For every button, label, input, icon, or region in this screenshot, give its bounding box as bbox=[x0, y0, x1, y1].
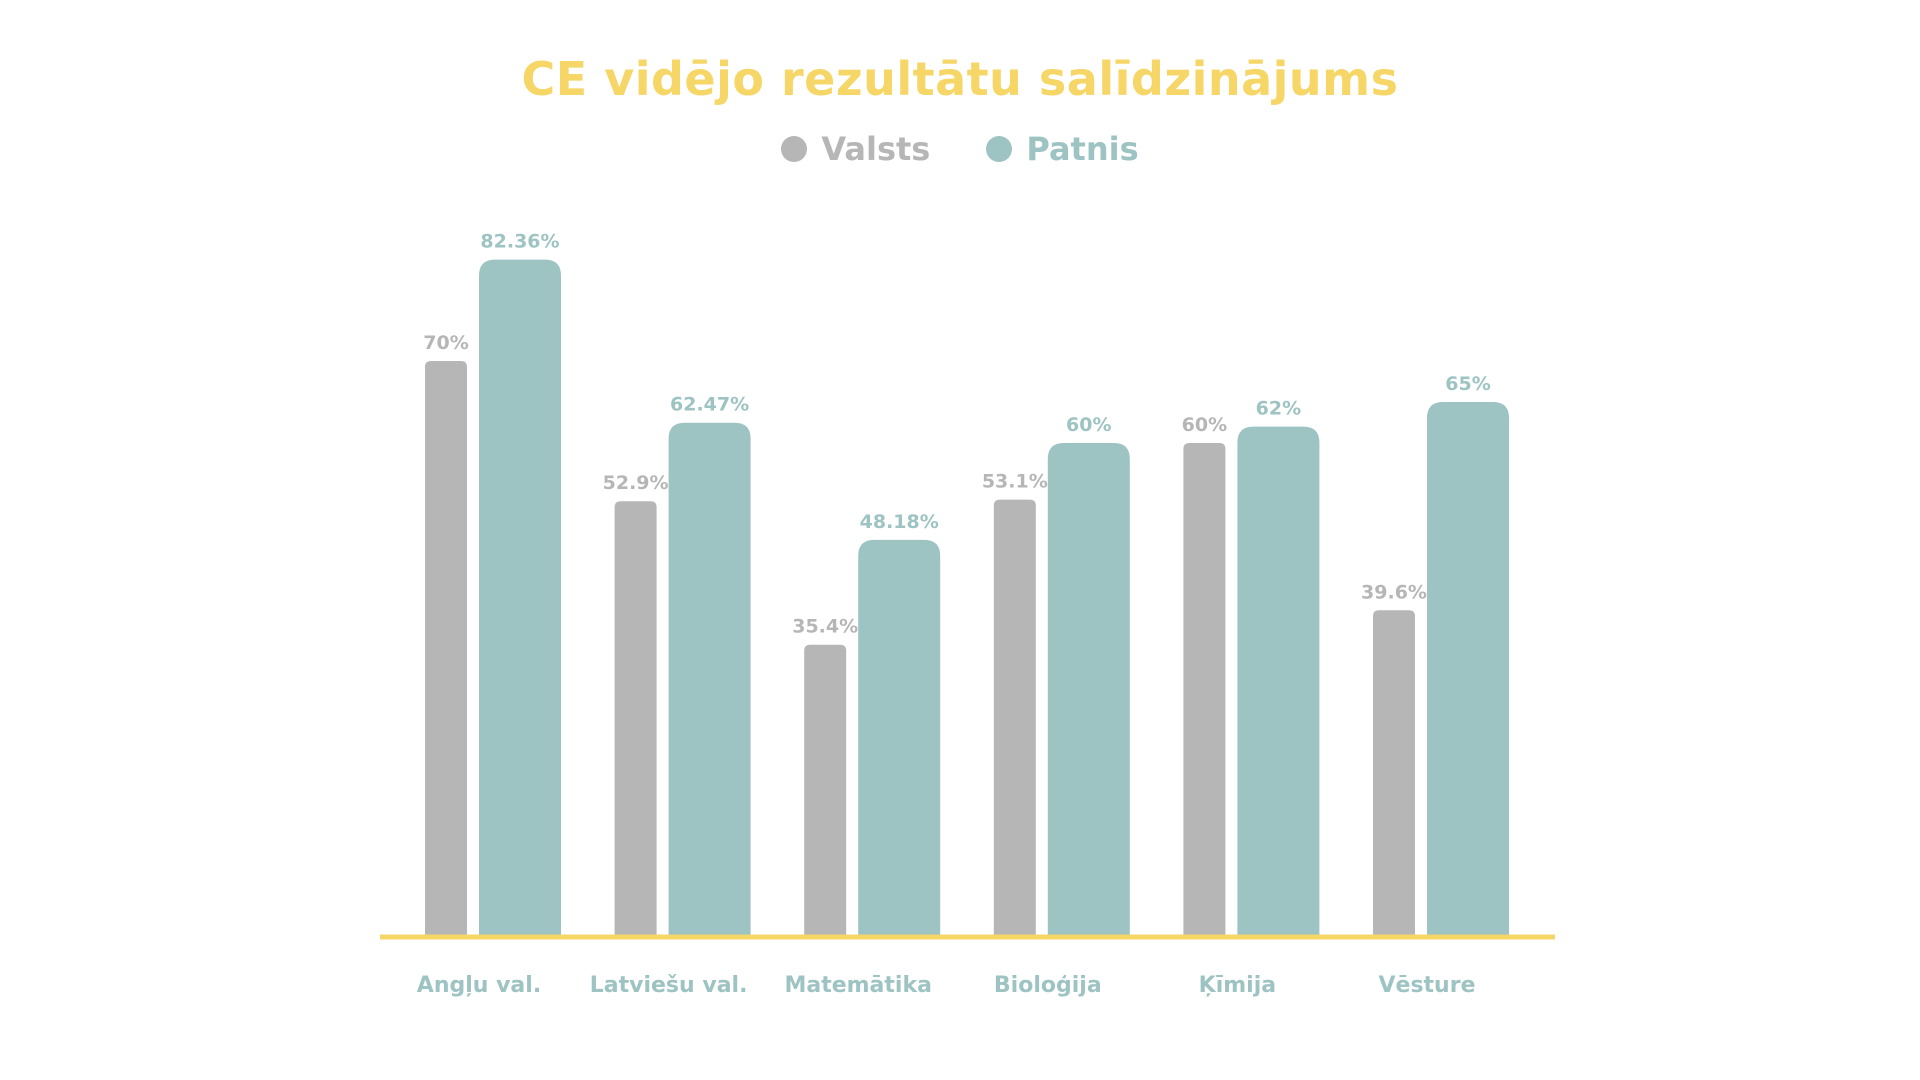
bar-patnis-vesture bbox=[1427, 402, 1509, 935]
bar-patnis-anglu-val bbox=[479, 259, 561, 935]
data-label-patnis-biologija: 60% bbox=[1066, 414, 1111, 436]
category-label-latviesu-val: Latviešu val. bbox=[590, 973, 748, 998]
legend-swatch-valsts bbox=[781, 136, 808, 162]
legend-label-valsts: Valsts bbox=[821, 130, 931, 168]
legend-item-patnis: Patnis bbox=[986, 130, 1139, 168]
data-label-patnis-matematika: 48.18% bbox=[860, 511, 939, 533]
data-label-valsts-kimija: 60% bbox=[1182, 414, 1227, 436]
bar-valsts-anglu-val bbox=[425, 361, 467, 935]
bar-patnis-biologija bbox=[1047, 443, 1130, 935]
category-label-vesture: Vēsture bbox=[1379, 973, 1476, 998]
data-label-valsts-vesture: 39.6% bbox=[1361, 581, 1427, 603]
legend-item-valsts: Valsts bbox=[781, 130, 930, 168]
bar-patnis-latviesu-val bbox=[668, 422, 751, 936]
legend-label-patnis: Patnis bbox=[1026, 130, 1139, 168]
bar-patnis-matematika bbox=[858, 539, 941, 935]
data-label-valsts-biologija: 53.1% bbox=[982, 471, 1048, 493]
bar-valsts-latviesu-val bbox=[614, 501, 657, 935]
category-label-biologija: Bioloģija bbox=[994, 973, 1102, 998]
data-label-patnis-anglu-val: 82.36% bbox=[480, 231, 559, 253]
data-label-valsts-latviesu-val: 52.9% bbox=[603, 472, 669, 494]
data-label-patnis-vesture: 65% bbox=[1445, 373, 1490, 395]
bar-valsts-vesture bbox=[1373, 610, 1415, 935]
bar-valsts-matematika bbox=[804, 644, 847, 935]
legend-swatch-patnis bbox=[986, 136, 1013, 162]
data-label-valsts-matematika: 35.4% bbox=[792, 616, 858, 638]
data-label-patnis-kimija: 62% bbox=[1256, 398, 1301, 420]
bar-patnis-kimija bbox=[1237, 426, 1320, 935]
data-label-valsts-anglu-val: 70% bbox=[423, 332, 468, 354]
bar-valsts-biologija bbox=[993, 499, 1036, 935]
category-label-kimija: Ķīmija bbox=[1199, 973, 1276, 998]
data-label-patnis-latviesu-val: 62.47% bbox=[670, 394, 749, 416]
category-label-anglu-val: Angļu val. bbox=[417, 973, 541, 998]
bar-valsts-kimija bbox=[1183, 443, 1226, 935]
chart-legend: Valsts Patnis bbox=[0, 130, 1920, 168]
chart-title: CE vidējo rezultātu salīdzinājums bbox=[521, 52, 1399, 106]
category-label-matematika: Matemātika bbox=[784, 973, 931, 998]
